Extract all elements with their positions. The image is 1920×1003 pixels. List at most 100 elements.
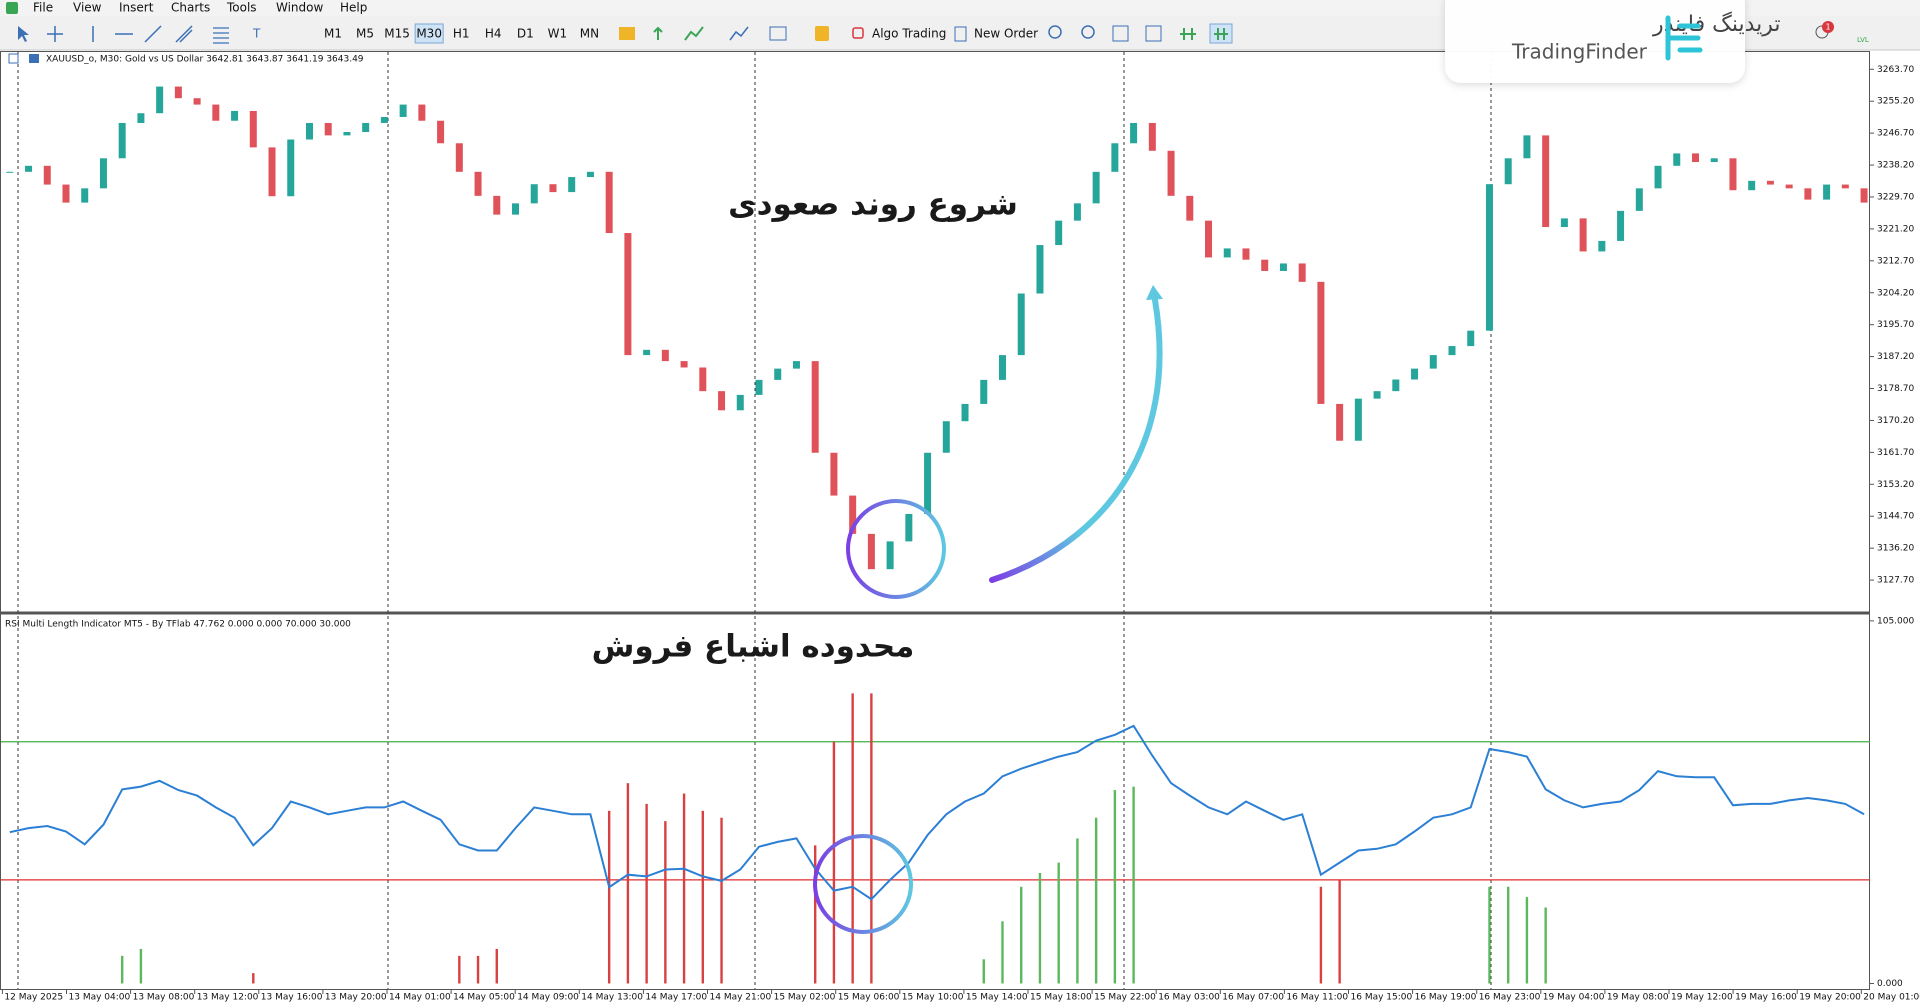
histogram-bar xyxy=(1113,790,1117,984)
x-tick-label: 16 May 23:00 xyxy=(1479,993,1541,1003)
histogram-bar xyxy=(139,948,143,984)
menu-item[interactable]: Insert xyxy=(119,1,154,15)
channel-tool[interactable] xyxy=(175,25,193,43)
fibo-tool[interactable] xyxy=(213,27,229,44)
signals-icon[interactable] xyxy=(815,26,829,41)
candle xyxy=(1429,355,1437,369)
histogram-bar xyxy=(1319,886,1323,984)
timeframe-button[interactable]: W1 xyxy=(548,27,568,41)
candle xyxy=(62,184,70,203)
histogram-bar xyxy=(1544,907,1547,984)
histogram-bar xyxy=(1525,897,1529,984)
x-tick-label: 15 May 02:00 xyxy=(774,993,836,1003)
histogram-bar xyxy=(1488,886,1491,984)
timeframe-button[interactable]: H4 xyxy=(485,27,502,41)
x-tick-label: 14 May 21:00 xyxy=(710,993,772,1003)
candle xyxy=(736,394,744,411)
x-tick-label: 19 May 12:00 xyxy=(1671,993,1733,1003)
tile-windows[interactable] xyxy=(1112,25,1129,42)
histogram-bar xyxy=(626,783,630,984)
candle xyxy=(755,379,763,395)
y-tick-label: 3170.20 xyxy=(1877,416,1914,426)
histogram-bar xyxy=(1094,817,1098,984)
candle xyxy=(811,361,819,453)
trendline-tool[interactable] xyxy=(144,25,162,43)
candle xyxy=(1205,220,1213,258)
candle xyxy=(1167,150,1175,196)
y-tick-label: 3127.70 xyxy=(1877,576,1914,586)
autoscroll[interactable] xyxy=(1180,28,1196,40)
toolbar-button[interactable]: New Order xyxy=(974,27,1038,41)
y-tick-label: 3229.70 xyxy=(1877,192,1914,202)
candle xyxy=(1055,220,1063,246)
menu-item[interactable]: Tools xyxy=(226,1,257,15)
template-icon[interactable] xyxy=(769,26,787,41)
histogram-bar xyxy=(252,973,255,984)
zoom-out[interactable] xyxy=(1081,25,1095,39)
candle xyxy=(1036,245,1044,294)
candle xyxy=(455,143,463,172)
timeframe-button[interactable]: M30 xyxy=(416,27,442,41)
x-tick-label: 20 May 01:00 xyxy=(1863,993,1920,1003)
candle xyxy=(792,361,800,369)
indicators-list-icon[interactable] xyxy=(684,26,704,41)
y-tick-label: 3221.20 xyxy=(1877,224,1914,234)
chart-type-icon[interactable] xyxy=(729,26,749,41)
histogram-bar xyxy=(1057,862,1060,984)
cursor-tool[interactable] xyxy=(18,26,29,42)
histogram-bar xyxy=(458,955,461,984)
timeframe-button[interactable]: H1 xyxy=(453,27,470,41)
crosshair-tool[interactable] xyxy=(47,26,63,42)
logo-latin: TradingFinder xyxy=(1511,40,1648,64)
text-tool[interactable]: T xyxy=(252,27,261,41)
histogram-bar xyxy=(720,817,723,984)
chart-shift-icon xyxy=(1214,28,1228,40)
candle xyxy=(774,368,782,380)
candle xyxy=(1710,158,1718,163)
timeframe-button[interactable]: M15 xyxy=(384,27,410,41)
x-tick-label: 14 May 05:00 xyxy=(453,993,515,1003)
menu-item[interactable]: View xyxy=(73,1,102,15)
timeframe-button[interactable]: M5 xyxy=(356,27,374,41)
zoom-in[interactable] xyxy=(1048,25,1062,39)
candle xyxy=(680,361,688,368)
timeframe-button[interactable]: M1 xyxy=(324,27,342,41)
menu-bar xyxy=(0,0,1920,16)
candle xyxy=(699,367,707,392)
timeframe-button[interactable]: D1 xyxy=(517,27,534,41)
new-order-icon[interactable] xyxy=(954,26,967,42)
y-tick-label: 3144.70 xyxy=(1877,512,1914,522)
candle xyxy=(1523,135,1531,159)
chart-list[interactable] xyxy=(1145,25,1162,42)
y-tick-label: 3204.20 xyxy=(1877,288,1914,298)
folder-icon[interactable] xyxy=(619,27,635,40)
candle xyxy=(1467,330,1475,347)
x-tick-label: 19 May 20:00 xyxy=(1799,993,1861,1003)
toolbar-items: T M1 M5 M15 M30 H1 H4 D1 W1 MN Algo Trading New Or… xyxy=(18,23,1233,44)
candle xyxy=(474,171,482,196)
candle xyxy=(605,171,613,234)
histogram-bar xyxy=(476,955,480,984)
candle xyxy=(980,379,988,404)
candle xyxy=(1223,248,1231,258)
candle xyxy=(924,452,932,514)
x-tick-label: 13 May 16:00 xyxy=(261,993,323,1003)
menu-item[interactable]: File xyxy=(33,1,53,15)
candle xyxy=(1766,180,1774,185)
candle xyxy=(849,495,857,534)
candle xyxy=(231,110,239,121)
algo-trading-icon[interactable] xyxy=(852,27,864,39)
app-icon[interactable] xyxy=(6,2,18,14)
price-panel: 3263.70 3255.20 3246.70 3238.20 3229.70 3221.… xyxy=(6,65,1914,586)
candle xyxy=(1673,153,1681,166)
menu-item[interactable]: Charts xyxy=(171,1,210,15)
candle xyxy=(1186,195,1194,221)
x-tick-label: 13 May 08:00 xyxy=(133,993,195,1003)
menu-item[interactable]: Help xyxy=(340,1,367,15)
toolbar-button[interactable]: Algo Trading xyxy=(872,27,946,41)
indicator-icon[interactable] xyxy=(653,26,663,40)
menu-item[interactable]: Window xyxy=(276,1,324,15)
timeframe-button[interactable]: MN xyxy=(580,27,599,41)
candle xyxy=(1654,165,1662,189)
